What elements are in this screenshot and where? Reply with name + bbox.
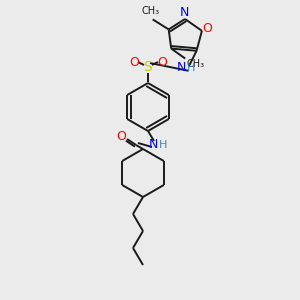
Text: N: N	[179, 7, 189, 20]
Text: S: S	[144, 60, 152, 74]
Text: O: O	[129, 56, 139, 68]
Text: N: N	[177, 61, 186, 74]
Text: O: O	[116, 130, 126, 143]
Text: H: H	[186, 63, 195, 73]
Text: N: N	[148, 139, 158, 152]
Text: CH₃: CH₃	[186, 58, 204, 69]
Text: CH₃: CH₃	[142, 6, 160, 16]
Text: H: H	[159, 140, 167, 150]
Text: O: O	[157, 56, 167, 68]
Text: O: O	[202, 22, 212, 35]
